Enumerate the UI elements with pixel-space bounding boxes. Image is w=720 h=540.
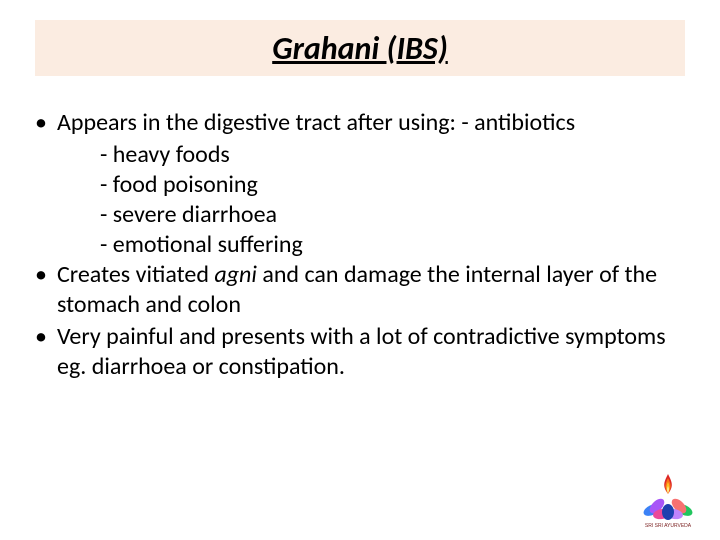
- svg-text:SRI SRI AYURVEDA: SRI SRI AYURVEDA: [645, 523, 692, 529]
- bullet-dot: •: [35, 322, 57, 382]
- bullet-2-text: Creates vitiated agni and can damage the…: [57, 260, 685, 320]
- slide-title: Grahani (IBS): [272, 29, 448, 68]
- bullet-1-text: Appears in the digestive tract after usi…: [57, 108, 575, 138]
- bullet-1-sub-3: - severe diarrhoea: [100, 200, 685, 230]
- slide: Grahani (IBS) • Appears in the digestive…: [0, 0, 720, 540]
- bullet-1-sub-4: - emotional suffering: [100, 230, 685, 260]
- content-area: • Appears in the digestive tract after u…: [35, 108, 685, 384]
- logo-icon: SRI SRI AYURVEDA: [638, 470, 698, 530]
- bullet-3-text: Very painful and presents with a lot of …: [57, 322, 685, 382]
- bullet-3: • Very painful and presents with a lot o…: [35, 322, 685, 382]
- bullet-1: • Appears in the digestive tract after u…: [35, 108, 685, 138]
- bullet-dot: •: [35, 108, 57, 138]
- bullet-2-pre: Creates vitiated: [57, 260, 214, 289]
- title-bar: Grahani (IBS): [35, 20, 685, 76]
- bullet-1-sub-2: - food poisoning: [100, 170, 685, 200]
- bullet-dot: •: [35, 260, 57, 320]
- bullet-2-italic: agni: [214, 260, 257, 289]
- bullet-1-sub-1: - heavy foods: [100, 140, 685, 170]
- bullet-2: • Creates vitiated agni and can damage t…: [35, 260, 685, 320]
